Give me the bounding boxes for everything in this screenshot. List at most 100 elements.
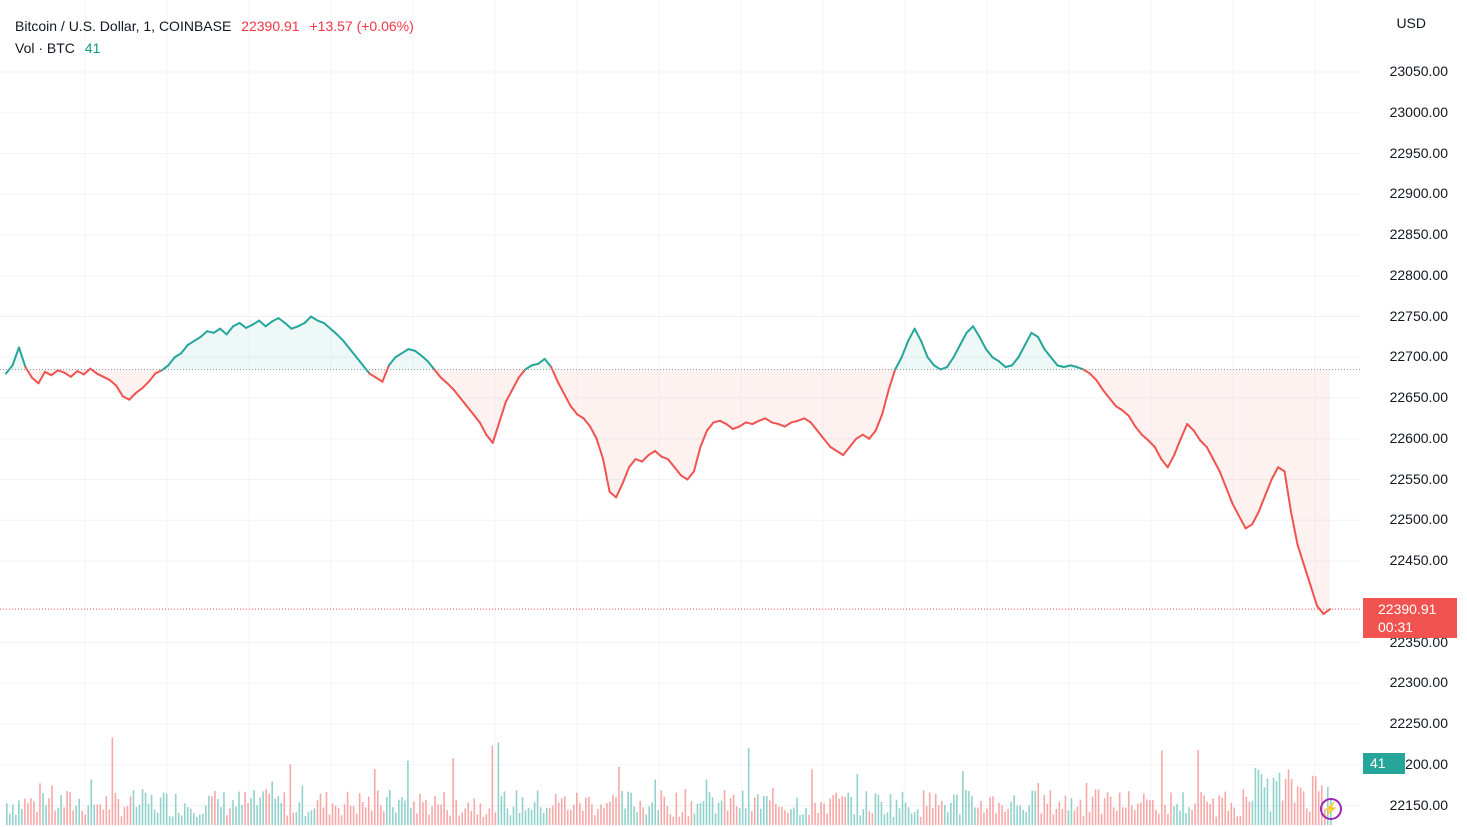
volume-bar [283, 792, 286, 825]
area-segment [1297, 369, 1305, 566]
volume-bar [672, 816, 675, 825]
volume-bar [563, 796, 566, 825]
volume-bar [223, 792, 225, 825]
price-point [1218, 470, 1228, 489]
volume-bar [1164, 804, 1166, 825]
area-segment [440, 369, 448, 384]
price-point [63, 371, 72, 378]
volume-bar [518, 812, 521, 825]
volume-bar [946, 812, 949, 825]
area-segment [122, 369, 130, 400]
area-segment [622, 369, 630, 484]
price-point [939, 366, 949, 371]
price-point [485, 433, 494, 444]
area-segment [1037, 336, 1045, 370]
price-point [1173, 437, 1182, 457]
volume-bar [642, 807, 644, 825]
volume-bar [811, 769, 813, 825]
price-point [498, 401, 507, 424]
volume-bar [256, 805, 258, 825]
volume-bar [87, 805, 90, 825]
area-segment [1317, 369, 1324, 614]
volume-bar [81, 810, 83, 825]
volume-bar [1010, 801, 1012, 825]
volume-bar [536, 790, 539, 825]
volume-bar [1130, 805, 1133, 825]
volume-bar [922, 790, 925, 825]
price-point [1004, 364, 1013, 369]
area-segment [246, 324, 253, 370]
price-point [134, 387, 144, 395]
volume-bar [588, 796, 590, 825]
volume-bar [720, 800, 723, 825]
price-point [1088, 372, 1098, 382]
price-point [180, 344, 189, 355]
area-segment [291, 326, 299, 370]
volume-bar [159, 797, 162, 825]
volume-bar [554, 794, 557, 825]
price-point [316, 319, 326, 325]
area-segment [1200, 369, 1207, 447]
volume-bar [744, 808, 747, 825]
volume-bar [747, 748, 750, 825]
area-segment [557, 369, 565, 394]
volume-bar [594, 815, 596, 825]
lightning-icon[interactable]: ⚡ [1320, 798, 1342, 820]
volume-bar [21, 809, 23, 825]
price-point [1303, 564, 1312, 587]
area-segment [1239, 369, 1246, 529]
area-segment [616, 369, 623, 498]
price-point [517, 368, 527, 379]
volume-bar [199, 814, 201, 825]
volume-bar [802, 814, 804, 825]
volume-bar [1007, 808, 1009, 825]
volume-bar [105, 796, 108, 825]
price-point [731, 425, 741, 430]
volume-bar [114, 792, 117, 825]
area-segment [1232, 369, 1240, 517]
area-segment [577, 369, 584, 419]
volume-bar [790, 809, 792, 825]
volume-bar [699, 803, 702, 825]
volume-bar [729, 798, 732, 825]
volume-bar [30, 798, 32, 825]
area-segment [875, 369, 883, 431]
price-point [128, 392, 137, 401]
price-point [277, 317, 287, 325]
volume-bar [54, 810, 56, 825]
area-segment [1180, 369, 1188, 439]
price-point [225, 325, 235, 336]
volume-bar [738, 808, 741, 825]
price-point [608, 490, 618, 499]
volume-bar [1260, 774, 1263, 825]
area-segment [324, 323, 331, 370]
volume-bar [763, 795, 765, 825]
volume-bar [1206, 801, 1208, 825]
volume-bar [913, 811, 916, 825]
volume-bar [1079, 799, 1082, 825]
volume-bar [560, 798, 563, 825]
area-segment [979, 336, 987, 370]
volume-label[interactable]: Vol · BTC [15, 40, 75, 56]
volume-bar [775, 803, 777, 825]
price-point [238, 322, 248, 329]
volume-bar [367, 796, 370, 825]
price-point [738, 421, 747, 428]
volume-bar [871, 813, 874, 825]
area-segment [791, 369, 798, 423]
symbol-title[interactable]: Bitcoin / U.S. Dollar, 1, COINBASE [15, 18, 232, 34]
volume-bar [446, 810, 448, 825]
price-point [310, 315, 319, 322]
volume-bar [1097, 789, 1100, 825]
volume-bar [27, 803, 29, 825]
area-segment [375, 369, 383, 382]
volume-bar [585, 797, 587, 825]
volume-bar [986, 808, 988, 825]
currency-label[interactable]: USD [1396, 15, 1426, 31]
price-point [907, 327, 916, 342]
volume-bar [1109, 796, 1112, 825]
volume-bar [301, 785, 304, 825]
volume-bar [416, 813, 418, 825]
volume-bar [684, 789, 687, 825]
